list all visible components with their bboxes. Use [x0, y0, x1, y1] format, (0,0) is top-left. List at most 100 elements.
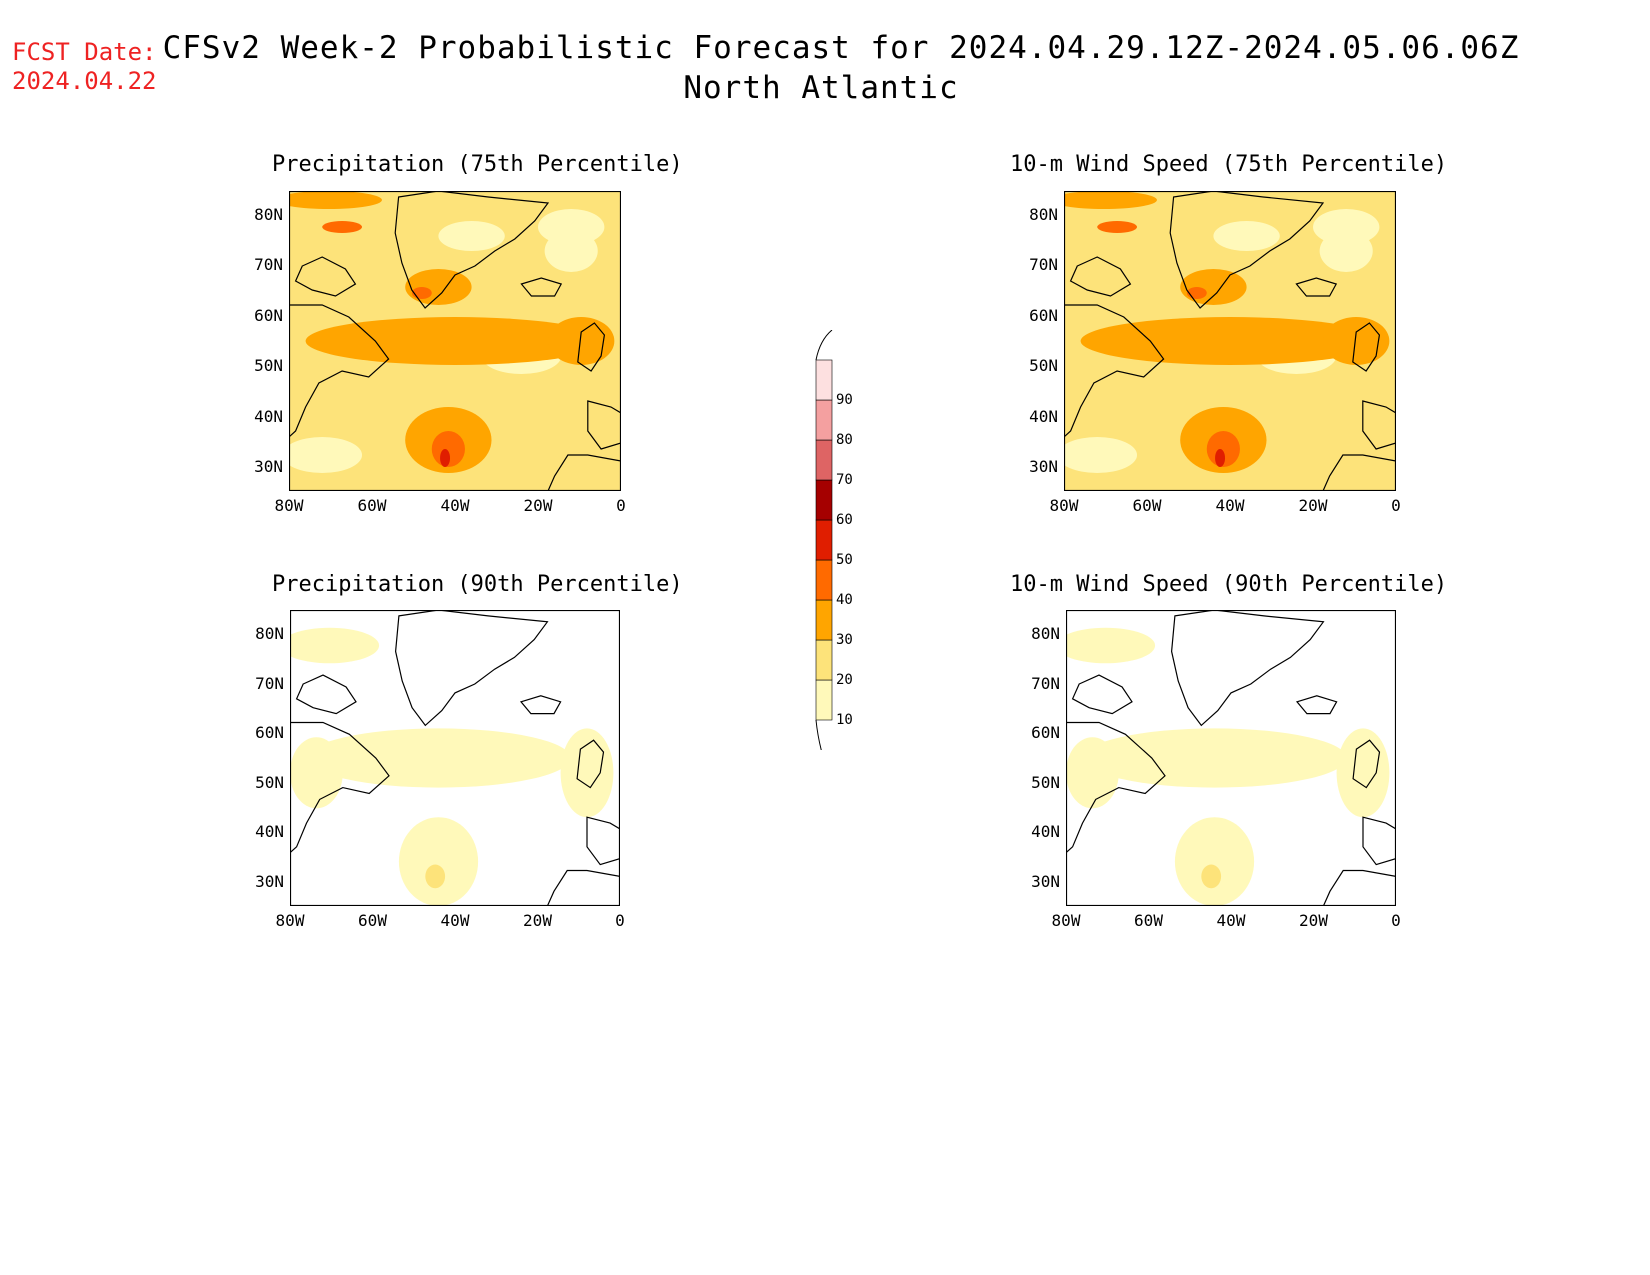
lon-tick-label: 20W — [523, 496, 553, 515]
lat-tick-label: 70N — [1031, 673, 1060, 693]
coastline — [520, 277, 563, 297]
coastline — [1170, 610, 1325, 727]
lat-tick-label: 50N — [254, 356, 283, 376]
field-high-patch — [1097, 221, 1138, 233]
colorbar-level-label: 70 — [836, 472, 853, 488]
colorbar-level-label: 80 — [836, 432, 853, 448]
field-mid-patch — [1180, 269, 1247, 305]
colorbar-level-label: 60 — [836, 512, 853, 528]
lat-tick-label: 40N — [255, 822, 284, 842]
panel-title-wind-75: 10-m Wind Speed (75th Percentile) — [1010, 152, 1448, 177]
coastline — [586, 816, 620, 866]
field-low-patch — [289, 437, 363, 473]
field-mid-patch — [1064, 191, 1157, 209]
field-peak-patch — [1215, 449, 1226, 467]
lon-tick-label: 0 — [1391, 496, 1401, 515]
field-mid-patch — [1322, 317, 1390, 365]
region-title: North Atlantic — [683, 70, 959, 106]
coastline — [1352, 739, 1381, 789]
coastline — [577, 322, 606, 372]
coastline — [394, 610, 549, 727]
lon-tick-label: 80W — [1049, 496, 1079, 515]
field-low-patch — [1319, 230, 1373, 272]
field-low-patch — [1066, 627, 1156, 664]
lat-tick-label: 60N — [255, 723, 284, 743]
coastline — [1069, 256, 1132, 297]
lat-tick-label: 60N — [254, 305, 283, 325]
lon-tick-label: 40W — [440, 911, 470, 930]
lat-tick-label: 60N — [1031, 723, 1060, 743]
field-low-patch — [290, 627, 380, 664]
coastline — [1362, 816, 1396, 866]
coastline — [1362, 400, 1396, 450]
field-mid-patch — [289, 191, 382, 209]
lat-tick-label: 30N — [254, 457, 283, 476]
coastline — [1295, 277, 1338, 297]
map-frame — [290, 610, 620, 906]
field-mid-patch — [547, 317, 615, 365]
field-low-patch — [560, 728, 614, 818]
figure-title: CFSv2 Week-2 Probabilistic Forecast for … — [0, 30, 1650, 106]
colorbar — [800, 329, 860, 761]
lon-tick-label: 0 — [1391, 911, 1401, 930]
field-low-patch — [1082, 728, 1347, 788]
colorbar-level-label: 10 — [836, 712, 853, 728]
colorbar-swatch — [815, 439, 833, 481]
field-low-patch — [1213, 221, 1280, 251]
lon-tick-label: 0 — [615, 911, 625, 930]
colorbar-swatch — [815, 519, 833, 561]
main-title: CFSv2 Week-2 Probabilistic Forecast for … — [162, 30, 1520, 66]
field-low-patch — [1066, 737, 1119, 809]
lat-tick-label: 30N — [255, 872, 284, 891]
lon-tick-label: 80W — [275, 911, 305, 930]
colorbar-swatch — [815, 639, 833, 681]
colorbar-swatch — [815, 479, 833, 521]
field-mid-patch — [405, 269, 472, 305]
field-mid-patch — [305, 317, 605, 365]
lon-tick-label: 40W — [440, 496, 470, 515]
coastline — [1169, 191, 1325, 309]
lon-tick-label: 20W — [1298, 496, 1328, 515]
colorbar-swatch — [815, 679, 833, 721]
panel-title-wind-90: 10-m Wind Speed (90th Percentile) — [1010, 572, 1448, 597]
field-mid-patch — [425, 864, 446, 889]
field-high-patch — [322, 221, 363, 233]
coastline — [576, 739, 605, 789]
lat-tick-label: 30N — [1029, 457, 1058, 476]
field-low-patch — [1174, 817, 1255, 906]
map-wind-75 — [1064, 191, 1396, 491]
coastline — [295, 674, 357, 715]
panel-title-precip-90: Precipitation (90th Percentile) — [272, 572, 683, 597]
lat-tick-label: 80N — [1031, 624, 1060, 643]
lon-tick-label: 80W — [274, 496, 304, 515]
map-frame — [289, 191, 621, 491]
coastline — [547, 454, 621, 491]
lon-tick-label: 60W — [1134, 911, 1163, 930]
field-high-patch — [1186, 287, 1207, 299]
colorbar-bottom-cap — [815, 719, 825, 761]
lat-tick-label: 40N — [1029, 406, 1058, 426]
map-wind-90 — [1066, 610, 1396, 906]
colorbar-level-label: 40 — [836, 592, 853, 608]
lat-tick-label: 40N — [1031, 822, 1060, 842]
lon-tick-label: 40W — [1216, 911, 1246, 930]
coastline — [1295, 695, 1338, 715]
colorbar-svg — [815, 329, 833, 761]
map-frame — [1066, 610, 1396, 906]
coastline — [294, 256, 357, 297]
lat-tick-label: 30N — [1031, 872, 1060, 891]
colorbar-swatch — [815, 599, 833, 641]
coastline — [1066, 721, 1166, 854]
lat-tick-label: 80N — [254, 205, 283, 224]
lat-tick-label: 80N — [1029, 205, 1058, 224]
fcst-date-label: FCST Date: — [12, 38, 157, 66]
field-high-patch — [411, 287, 432, 299]
colorbar-swatch — [815, 399, 833, 441]
field-peak-patch — [440, 449, 451, 467]
field-low-patch — [290, 737, 343, 809]
lon-tick-label: 40W — [1215, 496, 1245, 515]
field-low-patch — [306, 728, 571, 788]
colorbar-level-label: 90 — [836, 392, 853, 408]
field-mid-patch — [1201, 864, 1222, 889]
colorbar-level-label: 20 — [836, 672, 853, 688]
